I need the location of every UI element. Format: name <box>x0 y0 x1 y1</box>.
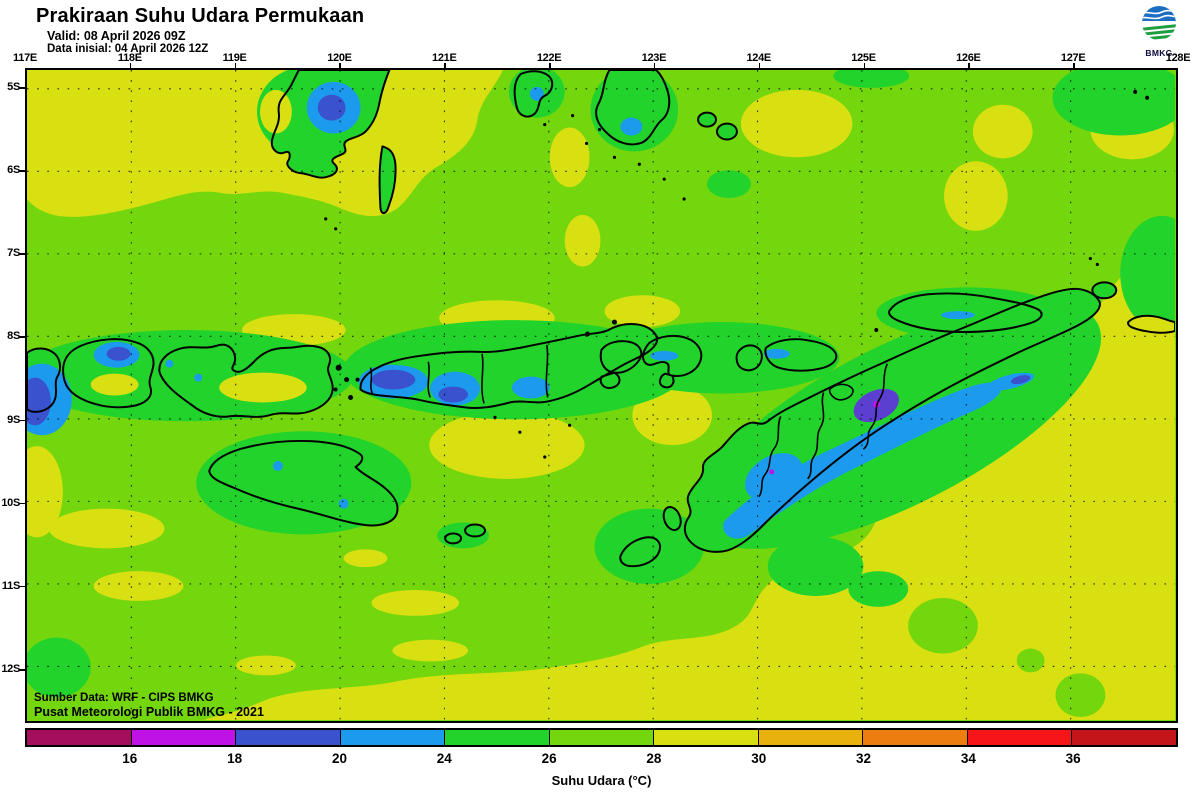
lon-tick <box>968 63 970 68</box>
colorbar-tick-36: 36 <box>1065 751 1081 766</box>
lat-tick <box>19 502 25 505</box>
lat-tick <box>19 585 25 588</box>
colorbar-tick-24: 24 <box>436 751 452 766</box>
lat-tick <box>19 669 25 671</box>
bmkg-logo-text: BMKG <box>1145 48 1173 58</box>
lat-tick <box>19 336 25 338</box>
lon-label-117E: 117E <box>13 52 37 64</box>
base-holes-in-warm <box>908 597 1106 718</box>
colorbar-segment-34-36 <box>967 730 1073 745</box>
colorbar-tick-30: 30 <box>751 751 767 766</box>
bmkg-logo: BMKG <box>1136 2 1182 58</box>
lon-tick <box>339 63 341 68</box>
lat-label-11S: 11S <box>1 579 20 592</box>
colorbar-segment-26-28 <box>549 730 655 745</box>
bmkg-logo-icon <box>1141 5 1177 41</box>
lon-label-118E: 118E <box>117 52 142 64</box>
colorbar-segment-20-24 <box>340 730 446 745</box>
admin-borders <box>369 344 888 498</box>
lon-label-122E: 122E <box>536 52 562 64</box>
colorbar-tick-20: 20 <box>331 751 347 766</box>
lon-label-120E: 120E <box>327 52 352 64</box>
graticule-dotted-grid <box>27 70 1175 720</box>
lon-tick <box>444 63 446 68</box>
colorbar-tick-34: 34 <box>960 751 976 766</box>
colorbar-segment-<16 <box>27 730 132 745</box>
colorbar-tick-18: 18 <box>227 751 243 766</box>
colder-region-18-20 <box>27 94 1031 426</box>
lat-tick <box>19 87 25 89</box>
lat-tick <box>19 419 25 422</box>
lon-label-126E: 126E <box>956 52 981 64</box>
lat-label-8S: 8S <box>7 330 20 343</box>
lat-label-12S: 12S <box>1 663 20 676</box>
lat-label-9S: 9S <box>7 413 20 426</box>
lon-tick <box>863 63 866 68</box>
lon-label-124E: 124E <box>746 52 771 64</box>
colorbar-segment-24-26 <box>445 730 550 745</box>
lon-label-121E: 121E <box>432 52 457 64</box>
colorbar-segment-28-30 <box>654 730 759 745</box>
lon-tick <box>1073 63 1075 68</box>
valid-time-label: Valid: 08 April 2026 09Z <box>47 29 186 43</box>
lat-tick <box>19 253 25 255</box>
lat-tick <box>19 170 25 172</box>
lon-label-127E: 127E <box>1060 52 1086 64</box>
temperature-field-canvas <box>27 70 1175 720</box>
lat-label-10S: 10S <box>1 496 20 509</box>
lon-label-125E: 125E <box>851 52 876 64</box>
lon-label-123E: 123E <box>641 52 667 64</box>
page-title: Prakiraan Suhu Udara Permukaan <box>36 5 365 27</box>
colorbar-segment-18-20 <box>236 730 341 745</box>
colorbar-tick-26: 26 <box>541 751 557 766</box>
colorbar-tick-32: 32 <box>856 751 872 766</box>
lon-tick <box>549 63 551 68</box>
island-warm-interiors <box>90 89 307 403</box>
lon-tick <box>653 63 656 68</box>
temperature-map: Sumber Data: WRF - CIPS BMKG Pusat Meteo… <box>25 68 1178 723</box>
lon-tick <box>129 63 132 68</box>
lon-label-119E: 119E <box>222 52 247 64</box>
islet-specks <box>324 89 1150 459</box>
lat-label-6S: 6S <box>7 164 20 177</box>
lat-label-7S: 7S <box>7 247 20 260</box>
publisher-line: Pusat Meteorologi Publik BMKG - 2021 <box>34 705 264 719</box>
colorbar-tick-28: 28 <box>646 751 662 766</box>
colorbar-segment-16-18 <box>131 730 237 745</box>
colorbar-segment-30-32 <box>758 730 864 745</box>
colorbar-segment-32-34 <box>863 730 968 745</box>
colorbar-segment->36 <box>1072 730 1177 745</box>
lon-tick <box>758 63 761 68</box>
colorbar-tick-16: 16 <box>122 751 138 766</box>
temperature-colorbar <box>25 728 1178 747</box>
lon-tick <box>234 63 237 68</box>
source-data-line: Sumber Data: WRF - CIPS BMKG <box>34 692 214 704</box>
lat-label-5S: 5S <box>7 81 20 93</box>
init-time-label: Data inisial: 04 April 2026 12Z <box>47 43 209 55</box>
lon-label-128E: 128E <box>1165 52 1191 64</box>
colorbar-title: Suhu Udara (°C) <box>551 773 652 788</box>
